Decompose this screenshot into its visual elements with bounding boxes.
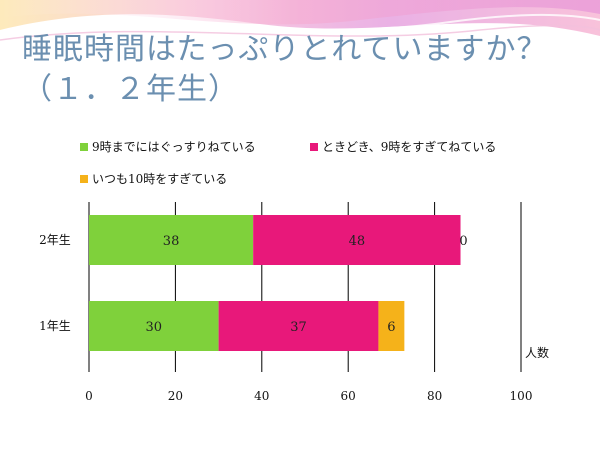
- x-tick-label-80: 80: [427, 389, 442, 403]
- x-tick-label-100: 100: [510, 389, 533, 403]
- legend-item-series-2: ときどき、9時をすぎてねている: [310, 138, 496, 155]
- legend-swatch-green: [80, 142, 88, 151]
- data-label-1-series-1: 30: [146, 320, 163, 335]
- legend-label-series-1: 9時までにはぐっすりねている: [92, 140, 256, 154]
- x-tick-label-40: 40: [254, 389, 269, 403]
- bar-0-series-1: [89, 215, 254, 265]
- data-label-0-series-2: 48: [349, 234, 366, 249]
- bar-1-series-1: [89, 301, 219, 351]
- legend-swatch-magenta: [310, 142, 318, 151]
- title-line-2: （１．２年生）: [22, 72, 239, 107]
- title-line-1: 睡眠時間はたっぷりとれていますか？: [22, 32, 548, 67]
- legend-swatch-orange: [80, 174, 88, 183]
- legend-item-series-1: 9時までにはぐっすりねている: [80, 138, 256, 155]
- category-label-1: 1年生: [39, 319, 71, 333]
- legend-label-series-2: ときどき、9時をすぎてねている: [322, 140, 497, 154]
- x-tick-label-60: 60: [341, 389, 356, 403]
- data-label-1-series-2: 37: [290, 320, 307, 335]
- data-label-0-series-3: 0: [459, 234, 467, 249]
- data-label-0-series-1: 38: [163, 234, 180, 249]
- category-label-0: 2年生: [39, 233, 71, 247]
- chart-bars: [89, 215, 461, 351]
- bar-0-series-2: [253, 215, 461, 265]
- bar-1-series-2: [218, 301, 379, 351]
- legend-item-series-3: いつも10時をすぎている: [80, 170, 227, 187]
- x-axis-title: 人数: [525, 345, 549, 360]
- bar-1-series-3: [378, 301, 405, 351]
- slide-title: 睡眠時間はたっぷりとれていますか？ （１．２年生）: [22, 30, 582, 110]
- chart-labels: 38 48 0 30 37 6: [146, 234, 468, 335]
- data-label-1-series-3: 6: [387, 320, 395, 335]
- x-tick-label-20: 20: [168, 389, 183, 403]
- legend-label-series-3: いつも10時をすぎている: [92, 172, 228, 186]
- x-tick-label-0: 0: [85, 389, 93, 403]
